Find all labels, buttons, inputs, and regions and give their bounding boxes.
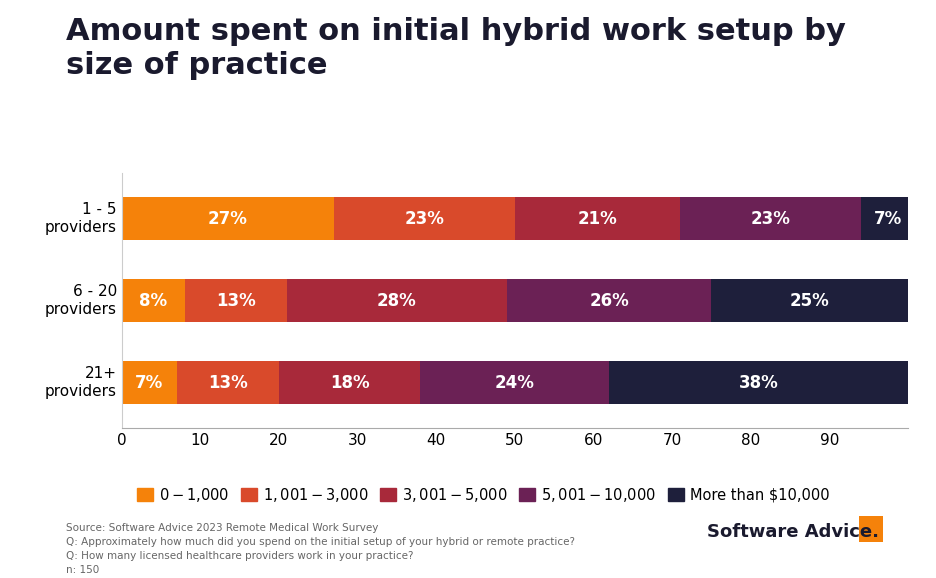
- Bar: [507, 279, 711, 322]
- Text: 8%: 8%: [139, 291, 168, 310]
- Bar: [861, 197, 915, 240]
- Bar: [515, 197, 680, 240]
- Text: 7%: 7%: [135, 373, 163, 392]
- Bar: [122, 197, 334, 240]
- Text: 18%: 18%: [329, 373, 370, 392]
- Text: 27%: 27%: [208, 209, 248, 228]
- Text: Source: Software Advice 2023 Remote Medical Work Survey
Q: Approximately how muc: Source: Software Advice 2023 Remote Medi…: [66, 523, 575, 578]
- Text: 13%: 13%: [216, 291, 256, 310]
- Text: Software Advice.: Software Advice.: [707, 523, 879, 541]
- Text: 21%: 21%: [578, 209, 617, 228]
- Bar: [286, 279, 507, 322]
- Bar: [177, 361, 279, 404]
- Text: 23%: 23%: [404, 209, 445, 228]
- Text: 28%: 28%: [377, 291, 417, 310]
- Text: 13%: 13%: [208, 373, 248, 392]
- Bar: [122, 361, 177, 404]
- Text: 25%: 25%: [790, 291, 829, 310]
- Bar: [680, 197, 861, 240]
- Bar: [184, 279, 286, 322]
- Text: Amount spent on initial hybrid work setup by
size of practice: Amount spent on initial hybrid work setu…: [66, 17, 845, 80]
- Text: 24%: 24%: [495, 373, 534, 392]
- Text: 26%: 26%: [590, 291, 629, 310]
- Text: 23%: 23%: [751, 209, 790, 228]
- Bar: [609, 361, 908, 404]
- Bar: [279, 361, 420, 404]
- Bar: [334, 197, 515, 240]
- Bar: [420, 361, 609, 404]
- Text: 7%: 7%: [874, 209, 902, 228]
- Bar: [122, 279, 184, 322]
- Legend: $0 - $1,000, $1,001 - $3,000, $3,001 - $5,000, $5,001 - $10,000, More than $10,0: $0 - $1,000, $1,001 - $3,000, $3,001 - $…: [138, 486, 829, 504]
- Bar: [711, 279, 908, 322]
- Text: 38%: 38%: [739, 373, 779, 392]
